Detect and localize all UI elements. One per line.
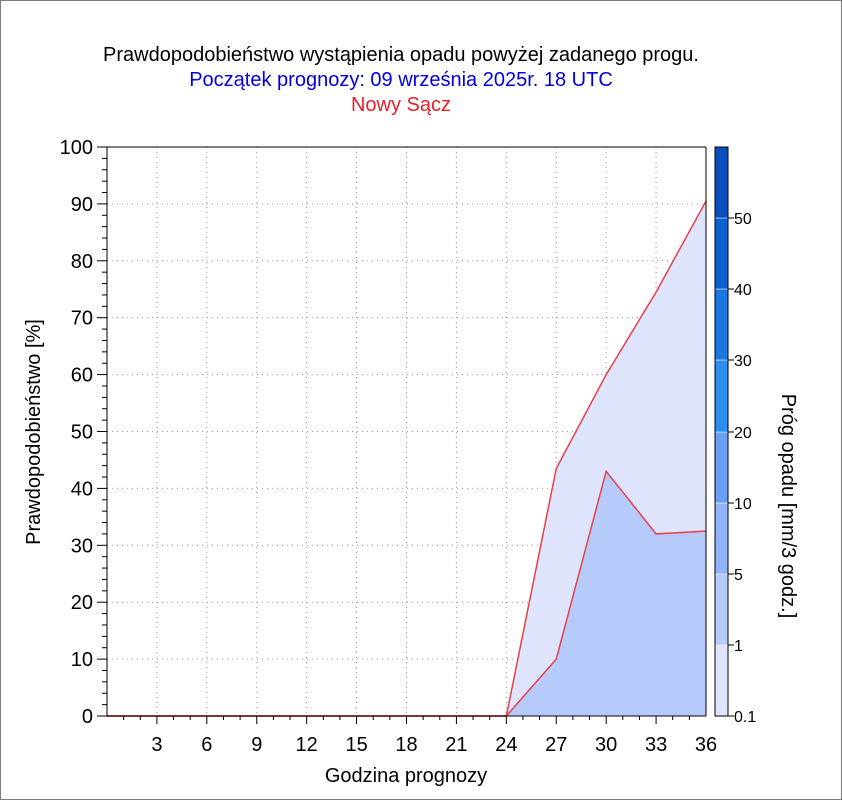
- x-axis-label: Godzina prognozy: [325, 765, 487, 787]
- colorbar-segment: [714, 431, 729, 504]
- colorbar-tick-label: 1: [734, 638, 743, 655]
- area-threshold-1: [107, 471, 706, 716]
- x-tick-label: 27: [545, 734, 567, 756]
- x-tick-label: 18: [395, 734, 417, 756]
- x-tick-label: 21: [445, 734, 467, 756]
- y-tick-label: 40: [71, 478, 93, 500]
- colorbar-segment: [714, 288, 729, 361]
- colorbar-tick-label: 40: [734, 282, 752, 299]
- y-tick-label: 0: [82, 706, 93, 728]
- x-tick-label: 33: [645, 734, 667, 756]
- colorbar-segment: [714, 146, 729, 219]
- x-tick-label: 15: [345, 734, 367, 756]
- area-threshold-0.1: [107, 201, 706, 716]
- y-tick-label: 10: [71, 649, 93, 671]
- x-tick-label: 12: [296, 734, 318, 756]
- colorbar-tick-label: 5: [734, 567, 743, 584]
- colorbar-segment: [714, 644, 729, 717]
- colorbar-label: Próg opadu [mm/3 godz.]: [777, 394, 799, 619]
- colorbar-tick-label: 10: [734, 496, 752, 513]
- x-tick-label: 9: [251, 734, 262, 756]
- colorbar-tick-label: 30: [734, 353, 752, 370]
- y-tick-label: 20: [71, 592, 93, 614]
- y-tick-label: 90: [71, 194, 93, 216]
- chart-subtitle: Początek prognozy: 09 września 2025r. 18…: [189, 69, 613, 91]
- y-tick-label: 70: [71, 308, 93, 330]
- y-tick-label: 100: [60, 137, 93, 159]
- y-axis-ticks: 0 10 20 30 40 50 60 70 80 90 100: [60, 137, 107, 728]
- x-tick-label: 36: [695, 734, 717, 756]
- colorbar-tick-label: 20: [734, 425, 752, 442]
- colorbar-segment: [714, 573, 729, 646]
- x-axis-ticks: 3 6 9 12 15 18 21 24 27 30 33 36: [123, 716, 717, 756]
- y-tick-label: 80: [71, 251, 93, 273]
- chart-title: Prawdopodobieństwo wystąpienia opadu pow…: [103, 44, 699, 66]
- colorbar-segment: [714, 502, 729, 575]
- x-tick-label: 6: [201, 734, 212, 756]
- y-axis-label: Prawdopodobieństwo [%]: [23, 319, 45, 545]
- colorbar-tick-label: 0.1: [734, 709, 756, 726]
- colorbar-segment: [714, 217, 729, 290]
- y-tick-label: 50: [71, 422, 93, 444]
- x-tick-label: 24: [495, 734, 517, 756]
- chart-location: Nowy Sącz: [350, 94, 452, 116]
- colorbar-segment: [714, 359, 729, 433]
- x-tick-label: 30: [595, 734, 617, 756]
- colorbar: 0.1 1 5 10 20 30 40 50: [714, 146, 756, 726]
- y-tick-label: 30: [71, 535, 93, 557]
- colorbar-tick-label: 50: [734, 211, 752, 228]
- x-tick-label: 3: [151, 734, 162, 756]
- y-tick-label: 60: [71, 365, 93, 387]
- probability-areas: [107, 200, 707, 717]
